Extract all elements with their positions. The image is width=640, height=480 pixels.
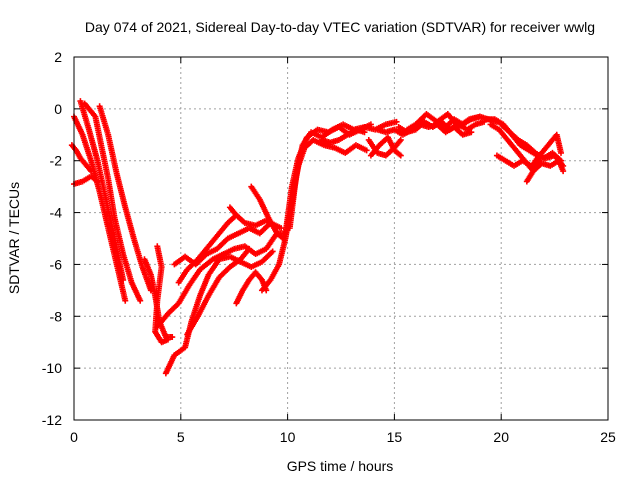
data-point bbox=[468, 129, 475, 136]
y-tick-label: 2 bbox=[54, 49, 62, 65]
data-point bbox=[558, 157, 565, 164]
y-tick-label: -10 bbox=[42, 360, 62, 376]
y-tick-label: -4 bbox=[50, 205, 63, 221]
data-point bbox=[560, 168, 567, 175]
y-tick-label: 0 bbox=[54, 101, 62, 117]
data-series bbox=[184, 245, 253, 338]
data-point bbox=[122, 297, 129, 304]
x-tick-label: 5 bbox=[177, 429, 185, 445]
data-series bbox=[162, 248, 276, 377]
x-tick-label: 20 bbox=[493, 429, 509, 445]
y-tick-label: -12 bbox=[42, 412, 62, 428]
x-tick-label: 25 bbox=[600, 429, 616, 445]
data-point bbox=[536, 157, 543, 164]
data-point bbox=[246, 245, 253, 252]
data-point bbox=[233, 212, 240, 219]
y-tick-label: -6 bbox=[50, 256, 63, 272]
data-point bbox=[476, 113, 483, 120]
data-series bbox=[154, 230, 289, 330]
y-tick-label: -2 bbox=[50, 153, 63, 169]
data-point bbox=[361, 129, 368, 136]
x-tick-label: 10 bbox=[280, 429, 296, 445]
data-point bbox=[164, 336, 171, 343]
data-series bbox=[96, 103, 154, 294]
data-series bbox=[286, 118, 400, 232]
grid-lines bbox=[74, 57, 608, 420]
data-series bbox=[152, 243, 171, 346]
data-series bbox=[318, 126, 368, 146]
data-series bbox=[367, 134, 404, 159]
data-series bbox=[77, 98, 127, 283]
data-point bbox=[169, 334, 176, 341]
data-series bbox=[81, 100, 144, 304]
data-series bbox=[523, 157, 543, 185]
x-axis-label: GPS time / hours bbox=[287, 458, 394, 474]
data-point bbox=[397, 136, 404, 143]
data-point bbox=[363, 147, 370, 154]
plot-area bbox=[68, 98, 567, 377]
data-point bbox=[269, 248, 276, 255]
data-point bbox=[558, 149, 565, 156]
x-tick-label: 0 bbox=[70, 429, 78, 445]
y-tick-label: -8 bbox=[50, 308, 63, 324]
data-series bbox=[434, 121, 475, 138]
data-series bbox=[248, 183, 287, 242]
data-series bbox=[404, 111, 483, 133]
x-tick-label: 15 bbox=[387, 429, 403, 445]
chart-title: Day 074 of 2021, Sidereal Day-to-day VTE… bbox=[85, 19, 595, 35]
data-point bbox=[393, 118, 400, 125]
y-axis-label: SDTVAR / TECUs bbox=[6, 182, 22, 294]
data-series bbox=[233, 269, 270, 307]
data-point bbox=[397, 152, 404, 159]
plot-border bbox=[73, 56, 609, 421]
data-series bbox=[226, 204, 240, 219]
data-point bbox=[137, 297, 144, 304]
data-point bbox=[120, 276, 127, 283]
